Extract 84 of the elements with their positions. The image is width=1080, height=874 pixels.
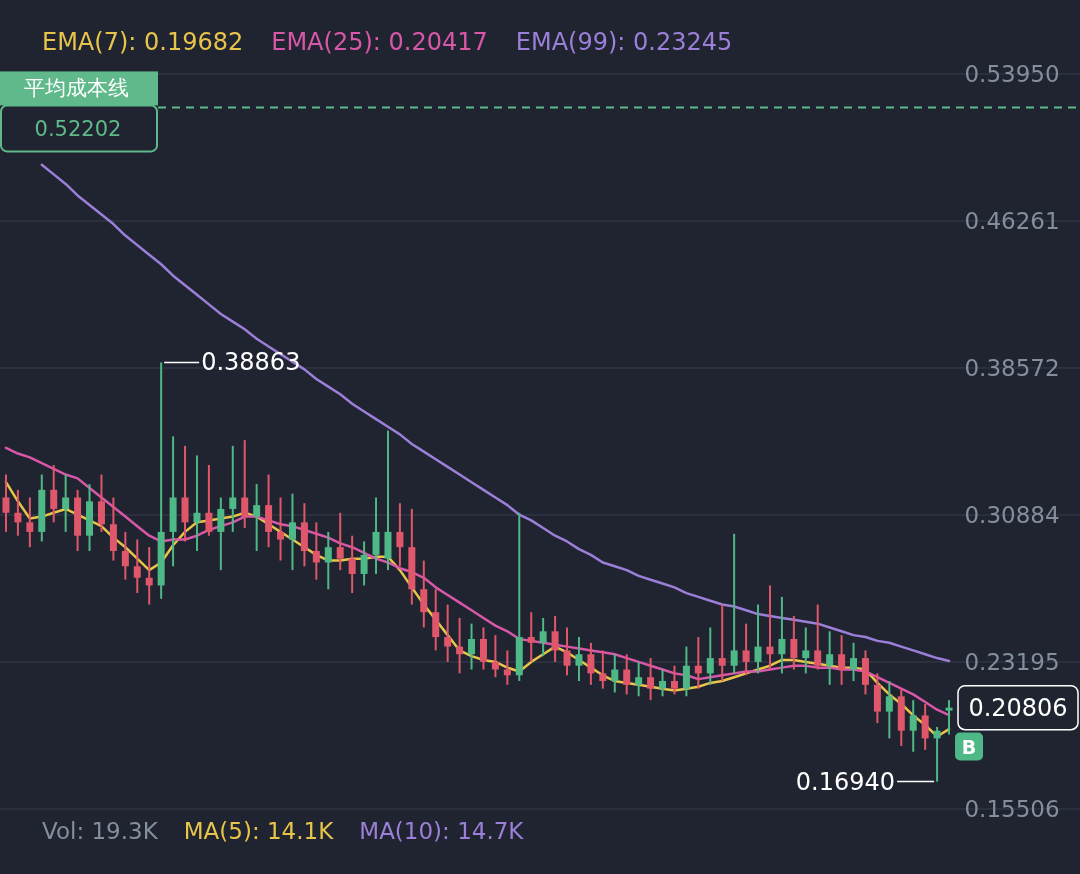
candlestick (790, 615, 798, 671)
candlestick (468, 622, 476, 671)
candlestick (933, 725, 941, 783)
text: EMA(99): 0.23245 (515, 28, 733, 56)
candlestick (193, 454, 201, 553)
candlestick (850, 641, 858, 683)
annotation: 0.38863 (201, 348, 301, 377)
candlestick (551, 615, 559, 663)
ref-line-label: 平均成本线 (23, 76, 129, 101)
candlestick (527, 611, 535, 663)
candlestick (14, 488, 22, 537)
candlestick (62, 473, 70, 533)
candlestick (420, 559, 428, 629)
candlestick (372, 496, 380, 575)
candlestick (336, 511, 344, 572)
candlestick (50, 463, 58, 524)
text: EMA(25): 0.20417 (271, 28, 488, 56)
candlestick (694, 636, 702, 690)
candlestick (742, 622, 750, 677)
y-tick-label: 0.38572 (964, 355, 1060, 382)
candlestick (205, 463, 213, 537)
candlestick (348, 534, 356, 595)
candlestick (670, 664, 678, 696)
ref-label: 平均成本线 (0, 71, 158, 106)
candlestick (945, 699, 953, 736)
candlestick (718, 603, 726, 683)
candlestick (539, 616, 547, 658)
candlestick (754, 603, 762, 675)
candlestick (360, 540, 368, 587)
text: MA(5): 14.1K (183, 818, 335, 844)
ref-value: 0.52202 (0, 104, 158, 153)
candlestick (277, 496, 285, 562)
candlestick (885, 680, 893, 740)
candlestick (312, 521, 320, 581)
candlestick (324, 530, 332, 591)
candlestick (706, 626, 714, 686)
candlestick (97, 473, 105, 533)
candlestick (26, 496, 34, 549)
candlestick (611, 653, 619, 694)
candlestick (682, 645, 690, 698)
candlestick (826, 630, 834, 686)
candlestick (217, 496, 225, 572)
line-series (40, 163, 951, 663)
candlestick (814, 603, 822, 671)
candlestick (802, 626, 810, 675)
annotation: 0.16940 (795, 767, 896, 796)
candlestick (121, 530, 129, 581)
text: EMA(7): 0.19682 (42, 28, 244, 56)
candlestick (623, 653, 631, 696)
candlestick (145, 546, 153, 606)
candlestick (479, 626, 487, 671)
candlestick (635, 660, 643, 698)
candlestick (647, 657, 655, 702)
y-tick-label: 0.53950 (964, 61, 1060, 87)
candlestick (288, 492, 296, 572)
candlestick (2, 473, 10, 533)
y-tick-label: 0.15506 (964, 796, 1060, 822)
candlestick (444, 603, 452, 663)
candlestick (766, 584, 774, 671)
candlestick (838, 634, 846, 686)
annotation: 0.52202 (34, 117, 122, 142)
candlestick (229, 444, 237, 533)
y-tick-label: 0.46261 (964, 208, 1060, 234)
candlestick (587, 641, 595, 686)
candlestick (575, 636, 583, 683)
text: MA(10): 14.7K (359, 818, 525, 844)
candlestick (599, 649, 607, 690)
badge: B (955, 732, 984, 761)
y-tick-label: 0.30884 (964, 501, 1060, 528)
candlestick (659, 668, 667, 698)
candlestick (909, 699, 917, 753)
price-tag: 0.20806 (957, 684, 1079, 731)
candlestick (456, 616, 464, 675)
candlestick (253, 483, 261, 553)
candlestick (730, 532, 738, 675)
candlestick (396, 502, 404, 568)
candlestick (491, 634, 499, 679)
candlestick (241, 439, 249, 530)
candlestick (778, 595, 786, 675)
candlestick (133, 538, 141, 595)
text: Vol: 19.3K (42, 818, 159, 844)
candlestick (563, 626, 571, 677)
candlestick (921, 702, 929, 751)
y-tick-label: 0.23195 (964, 649, 1060, 675)
